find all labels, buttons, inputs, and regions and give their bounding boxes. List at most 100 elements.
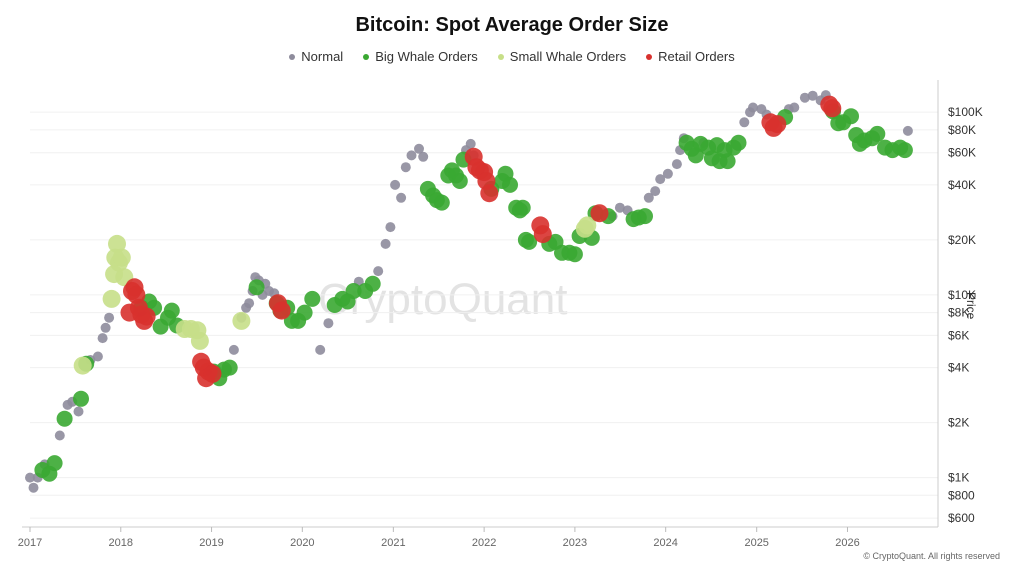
point-small-whale-orders: [108, 234, 126, 253]
point-small-whale-orders: [112, 248, 131, 267]
legend-swatch-retail: [646, 53, 653, 60]
point-retail-orders: [533, 225, 552, 244]
point-retail-orders: [768, 115, 787, 134]
point-retail-orders: [823, 99, 842, 118]
point-normal: [643, 192, 654, 203]
point-small-whale-orders: [190, 331, 209, 350]
point-big-whale-orders: [433, 194, 450, 211]
point-big-whale-orders: [514, 199, 531, 216]
point-retail-orders: [480, 184, 499, 203]
point-normal: [789, 102, 800, 113]
point-retail-orders: [590, 204, 609, 223]
legend-swatch-small-whale: [497, 53, 504, 60]
point-big-whale-orders: [364, 275, 381, 292]
point-normal: [414, 143, 424, 154]
point-normal: [807, 90, 818, 101]
legend-label-retail: Retail Orders: [658, 49, 735, 64]
point-normal: [671, 159, 682, 170]
point-big-whale-orders: [730, 134, 747, 151]
x-tick-label: 2021: [381, 537, 405, 549]
point-big-whale-orders: [719, 153, 736, 170]
point-normal: [25, 472, 35, 483]
y-tick-label: $60K: [948, 146, 976, 160]
y-axis-label: Price: [964, 292, 978, 320]
point-normal: [748, 102, 758, 113]
point-normal: [662, 168, 673, 179]
y-tick-label: $600: [948, 511, 975, 525]
point-normal: [315, 344, 326, 355]
x-tick-label: 2025: [744, 537, 768, 549]
legend-swatch-big-whale: [363, 53, 370, 60]
y-tick-label: $2K: [948, 416, 969, 430]
point-big-whale-orders: [248, 279, 265, 296]
y-tick-label: $100K: [948, 105, 983, 119]
point-normal: [373, 266, 384, 277]
x-tick-label: 2017: [18, 537, 42, 549]
point-normal: [73, 406, 84, 417]
x-tick-label: 2020: [290, 537, 314, 549]
y-tick-label: $20K: [948, 233, 976, 247]
point-normal: [92, 351, 103, 362]
y-tick-label: $4K: [948, 361, 969, 375]
point-normal: [385, 222, 396, 233]
point-normal: [655, 174, 666, 185]
point-normal: [396, 192, 407, 203]
legend-item-big-whale[interactable]: Big Whale Orders: [363, 49, 478, 64]
copyright-footer: © CryptoQuant. All rights reserved: [863, 551, 1000, 561]
point-normal: [104, 312, 115, 323]
point-big-whale-orders: [843, 108, 859, 125]
point-retail-orders: [137, 307, 156, 326]
point-big-whale-orders: [221, 359, 238, 376]
point-big-whale-orders: [521, 233, 538, 250]
x-tick-label: 2019: [199, 537, 223, 549]
point-normal: [28, 482, 39, 493]
legend-item-retail[interactable]: Retail Orders: [646, 49, 735, 64]
point-normal: [228, 344, 239, 355]
point-normal: [418, 151, 429, 162]
y-tick-label: $6K: [948, 328, 969, 342]
point-normal: [244, 298, 255, 309]
y-tick-label: $10K: [948, 288, 976, 302]
legend-label-normal: Normal: [301, 49, 344, 64]
point-big-whale-orders: [163, 302, 180, 319]
point-normal: [614, 202, 625, 213]
point-big-whale-orders: [296, 304, 313, 321]
point-retail-orders: [272, 301, 291, 320]
y-tick-label: $1K: [948, 471, 969, 485]
legend-label-big-whale: Big Whale Orders: [375, 49, 478, 64]
y-tick-label: $40K: [948, 178, 976, 192]
x-tick-label: 2024: [653, 537, 677, 549]
point-retail-orders: [203, 364, 222, 383]
x-tick-label: 2023: [563, 537, 587, 549]
point-small-whale-orders: [232, 311, 251, 330]
y-tick-label: $8K: [948, 306, 969, 320]
point-small-whale-orders: [102, 289, 121, 308]
legend-label-small-whale: Small Whale Orders: [509, 49, 627, 64]
point-normal: [400, 162, 411, 173]
chart-title: Bitcoin: Spot Average Order Size: [355, 14, 669, 36]
point-normal: [799, 92, 810, 103]
y-tick-label: $800: [948, 488, 975, 502]
y-tick-label: $80K: [948, 123, 976, 137]
legend-swatch-normal: [289, 53, 296, 60]
point-normal: [380, 238, 391, 249]
x-tick-label: 2026: [835, 537, 859, 549]
point-normal: [650, 186, 661, 197]
point-small-whale-orders: [73, 356, 92, 375]
point-normal: [100, 322, 111, 333]
point-normal: [390, 179, 401, 190]
point-normal: [323, 318, 334, 329]
point-big-whale-orders: [56, 410, 73, 427]
point-big-whale-orders: [869, 125, 886, 142]
legend-item-small-whale[interactable]: Small Whale Orders: [497, 49, 627, 64]
point-big-whale-orders: [304, 290, 321, 307]
legend-item-normal[interactable]: Normal: [289, 49, 343, 64]
point-normal: [54, 430, 65, 441]
point-big-whale-orders: [345, 283, 362, 299]
point-big-whale-orders: [73, 390, 89, 407]
legend: Normal Big Whale Orders Small Whale Orde…: [0, 49, 1024, 64]
point-normal: [406, 150, 417, 161]
point-big-whale-orders: [46, 455, 63, 472]
point-big-whale-orders: [451, 173, 468, 189]
